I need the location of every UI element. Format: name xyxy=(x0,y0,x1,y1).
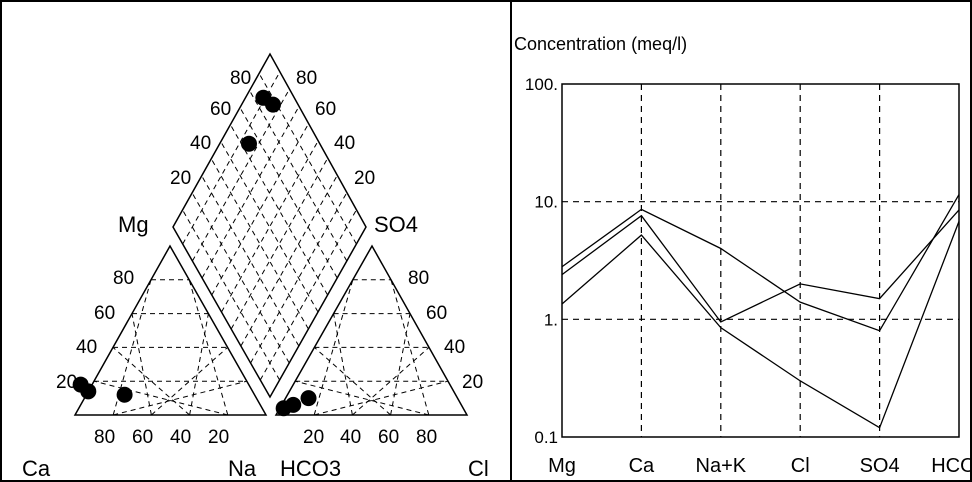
grid-line xyxy=(113,380,247,416)
anion-bottom-tick: 20 xyxy=(303,427,324,448)
anion-bottom-tick: 60 xyxy=(378,427,399,448)
grid-line xyxy=(221,141,318,313)
grid-line xyxy=(250,192,348,364)
grid-line xyxy=(333,313,353,416)
chart-title: Concentration (meq/l) xyxy=(514,34,687,54)
grid-line xyxy=(112,347,190,416)
grid-line xyxy=(201,175,300,347)
grid-line xyxy=(314,380,449,416)
grid-line xyxy=(313,279,354,416)
grid-line xyxy=(390,313,411,416)
cation-corner-label-ca: Ca xyxy=(22,456,51,481)
diamond-right-tick: 20 xyxy=(354,168,375,189)
cation-corner-label-na: Na xyxy=(228,456,257,481)
cation-left-tick: 60 xyxy=(94,303,115,324)
grid-line xyxy=(314,347,391,416)
y-tick-label: 10. xyxy=(534,193,558,212)
diamond-right-tick: 40 xyxy=(334,133,355,154)
diamond-outline xyxy=(172,52,367,399)
cation-left-tick: 20 xyxy=(56,372,77,393)
cation-sample-point xyxy=(116,386,133,403)
diamond-right-tick: 80 xyxy=(296,68,317,89)
diamond-left-tick: 20 xyxy=(170,168,191,189)
diamond-left-tick: 80 xyxy=(230,68,251,89)
concentration-chart: Concentration (meq/l) 0.1 1. 10. 100. Mg Ca N… xyxy=(514,34,972,477)
grid-line xyxy=(188,279,229,416)
anion-right-tick: 40 xyxy=(444,337,465,358)
cation-bottom-tick: 40 xyxy=(170,427,191,448)
anion-sample-point xyxy=(300,390,317,407)
grid-line xyxy=(295,380,429,416)
anion-corner-label-hco3: HCO3 xyxy=(280,456,341,481)
x-category-label: Ca xyxy=(629,455,655,477)
grid-line xyxy=(93,380,228,416)
anion-bottom-tick: 40 xyxy=(340,427,361,448)
grid-line xyxy=(239,107,338,279)
grid-line xyxy=(230,124,329,296)
grid-line xyxy=(210,158,309,330)
series-line xyxy=(561,209,960,323)
grid-line xyxy=(191,192,290,364)
cation-bottom-tick: 80 xyxy=(94,427,115,448)
x-category-label: HCO3 xyxy=(931,455,972,477)
diamond-left-tick: 40 xyxy=(190,133,211,154)
piper-grid xyxy=(93,73,449,416)
cation-bottom-tick: 20 xyxy=(208,427,229,448)
y-tick-label: 0.1 xyxy=(534,428,558,447)
plot-area xyxy=(561,83,960,438)
grid-line xyxy=(189,313,209,416)
grid-line xyxy=(211,124,309,296)
grid-line xyxy=(151,347,228,416)
grid-line xyxy=(182,209,281,381)
diamond-left-tick: 60 xyxy=(210,99,231,120)
grid-line xyxy=(201,107,299,279)
x-category-label: Mg xyxy=(548,455,576,477)
grid-line xyxy=(249,90,348,262)
series-lines xyxy=(561,194,960,429)
piper-points xyxy=(72,89,317,417)
grid-line xyxy=(230,158,328,330)
grid-line xyxy=(240,175,338,347)
diamond-sample-point xyxy=(240,135,257,152)
diamond-right-tick: 60 xyxy=(315,99,336,120)
anion-sample-point xyxy=(285,396,302,413)
y-tick-label: 100. xyxy=(525,75,558,94)
cation-corner-label-mg: Mg xyxy=(118,212,149,237)
cation-sample-point xyxy=(80,383,97,400)
grid-line xyxy=(259,209,357,381)
anion-right-tick: 20 xyxy=(462,372,483,393)
x-tick-labels: Mg Ca Na+K Cl SO4 HCO3 xyxy=(548,455,972,477)
x-category-label: Na+K xyxy=(696,455,747,477)
x-category-label: SO4 xyxy=(860,455,900,477)
diamond-sample-point xyxy=(255,89,272,106)
cation-left-tick: 40 xyxy=(76,337,97,358)
piper-outline xyxy=(73,52,469,416)
triangle-outline xyxy=(274,244,469,416)
cation-bottom-tick: 60 xyxy=(132,427,153,448)
y-tick-label: 1. xyxy=(544,310,558,329)
anion-right-tick: 80 xyxy=(408,268,429,289)
y-tick-labels: 0.1 1. 10. 100. xyxy=(525,75,558,447)
cation-left-tick: 80 xyxy=(113,268,134,289)
grid-line xyxy=(352,347,430,416)
series-line xyxy=(561,194,960,332)
triangle-outline xyxy=(73,244,268,416)
chart-grid xyxy=(562,84,959,437)
series-line xyxy=(561,221,960,429)
grid-line xyxy=(191,90,289,262)
piper-diagram: Mg Ca Na SO4 HCO3 Cl 80 60 40 20 20 40 6… xyxy=(22,52,489,481)
x-category-label: Cl xyxy=(791,455,810,477)
grid-line xyxy=(220,141,319,313)
anion-corner-label-cl: Cl xyxy=(468,456,489,481)
anion-right-tick: 60 xyxy=(426,303,447,324)
grid-line xyxy=(131,313,152,416)
anion-corner-label-so4: SO4 xyxy=(374,212,418,237)
anion-bottom-tick: 80 xyxy=(416,427,437,448)
